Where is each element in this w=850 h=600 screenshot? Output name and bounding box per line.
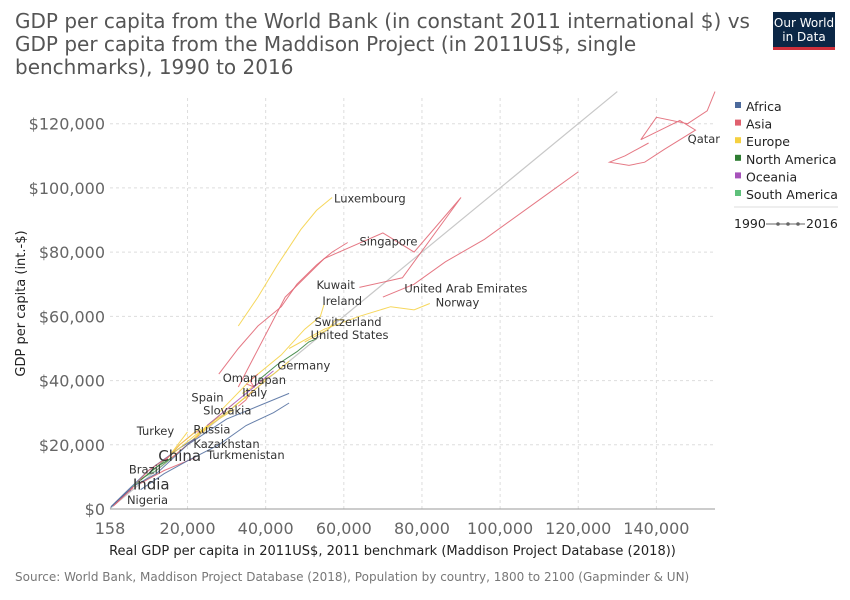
series-africa-country bbox=[140, 402, 290, 491]
series-oman bbox=[245, 373, 259, 389]
legend-swatch bbox=[735, 190, 741, 196]
point-label: Kazakhstan bbox=[193, 437, 259, 451]
series-south-america-country bbox=[132, 457, 173, 487]
legend-swatch bbox=[735, 102, 741, 108]
point-label: Luxembourg bbox=[334, 191, 406, 205]
x-axis-label: Real GDP per capita in 2011US$, 2011 ben… bbox=[109, 544, 676, 559]
series-united-arab-emirates bbox=[382, 171, 579, 298]
x-tick-label: 140,000 bbox=[623, 519, 689, 538]
series-switzerland bbox=[304, 319, 344, 343]
axis-layer: $0 $20,000 $40,000 $60,000 $80,000 $100,000 $1… bbox=[14, 115, 715, 559]
legend-swatch bbox=[735, 172, 741, 179]
point-label: Oman bbox=[223, 371, 258, 385]
point-label: Norway bbox=[436, 296, 480, 310]
legend-swatch bbox=[735, 119, 741, 126]
y-tick-label: $20,000 bbox=[39, 436, 105, 455]
time-legend-start: 1990 bbox=[734, 216, 766, 231]
point-label: Japan bbox=[253, 373, 286, 387]
legend-swatch bbox=[735, 154, 741, 161]
grid-layer bbox=[110, 98, 715, 509]
series-ireland bbox=[218, 303, 325, 414]
chart-title: GDP per capita from the World Bank (in c… bbox=[15, 9, 750, 79]
point-label: Qatar bbox=[688, 132, 721, 146]
series-asia-country bbox=[112, 453, 173, 507]
point-label: Spain bbox=[191, 390, 223, 404]
x-tick-label: 80,000 bbox=[394, 519, 450, 538]
legend-entry: Asia bbox=[746, 117, 772, 132]
series-qatar bbox=[607, 91, 716, 166]
y-tick-label: $0 bbox=[85, 500, 105, 519]
legend-entry: Europe bbox=[746, 134, 790, 149]
series-europe-country bbox=[194, 380, 267, 439]
point-label: Singapore bbox=[359, 235, 417, 249]
series-europe-country bbox=[171, 409, 235, 455]
series-kuwait bbox=[237, 197, 462, 388]
point-label: Nigeria bbox=[127, 493, 168, 507]
series-united-states bbox=[257, 338, 317, 381]
point-label: Russia bbox=[193, 423, 230, 437]
series-layer bbox=[110, 91, 716, 508]
logo-line-1: Our World bbox=[773, 16, 835, 30]
series-north-america-country bbox=[140, 457, 173, 481]
legend-swatch bbox=[735, 137, 741, 144]
x-tick-label: 20,000 bbox=[160, 519, 216, 538]
x-tick-label: 100,000 bbox=[467, 519, 533, 538]
series-singapore bbox=[218, 242, 348, 375]
point-label: United States bbox=[311, 328, 389, 342]
legend-entry: Africa bbox=[746, 99, 782, 114]
point-label: Switzerland bbox=[315, 315, 382, 329]
time-legend-end: 2016 bbox=[806, 216, 838, 231]
time-legend-dot bbox=[786, 222, 790, 226]
point-label: Brazil bbox=[129, 463, 161, 477]
legend-entry: North America bbox=[746, 152, 837, 167]
point-label: Turkmenistan bbox=[206, 448, 285, 462]
legend-entry: South America bbox=[746, 187, 838, 202]
series-luxembourg bbox=[237, 197, 333, 327]
y-tick-label: $60,000 bbox=[39, 307, 105, 326]
logo-line-2: in Data bbox=[782, 30, 826, 44]
owid-logo[interactable]: Our World in Data bbox=[773, 12, 835, 50]
point-label-layer: Qatar Luxembourg Singapore Kuwait United Ara… bbox=[127, 132, 720, 507]
series-russia bbox=[167, 428, 204, 458]
y-tick-label: $120,000 bbox=[29, 115, 105, 134]
y-tick-label: $40,000 bbox=[39, 372, 105, 391]
point-label: Turkey bbox=[136, 424, 175, 438]
point-label: Ireland bbox=[322, 294, 362, 308]
point-label: Germany bbox=[277, 358, 330, 372]
legend: Africa Asia Europe North America Oceania Sout… bbox=[734, 99, 838, 231]
point-label: Slovakia bbox=[203, 403, 251, 417]
y-axis-label: GDP per capita (int.-$) bbox=[14, 230, 29, 376]
y-tick-label: $100,000 bbox=[29, 179, 105, 198]
series-norway bbox=[288, 303, 430, 349]
x-tick-label: 60,000 bbox=[316, 519, 372, 538]
point-label: India bbox=[133, 476, 170, 494]
point-label: China bbox=[158, 447, 201, 465]
point-label: Kuwait bbox=[316, 278, 355, 292]
x-tick-label: 40,000 bbox=[238, 519, 294, 538]
x-tick-label: 120,000 bbox=[545, 519, 611, 538]
series-oceania-country bbox=[206, 370, 274, 426]
legend-entry: Oceania bbox=[746, 169, 797, 184]
point-label: Italy bbox=[242, 386, 267, 400]
time-legend-dot bbox=[796, 222, 800, 226]
point-label: United Arab Emirates bbox=[404, 281, 527, 295]
x-tick-label: 158 bbox=[95, 519, 126, 538]
source-note: Source: World Bank, Maddison Project Dat… bbox=[15, 570, 690, 584]
y-tick-label: $80,000 bbox=[39, 243, 105, 262]
time-legend-dot bbox=[776, 222, 780, 226]
